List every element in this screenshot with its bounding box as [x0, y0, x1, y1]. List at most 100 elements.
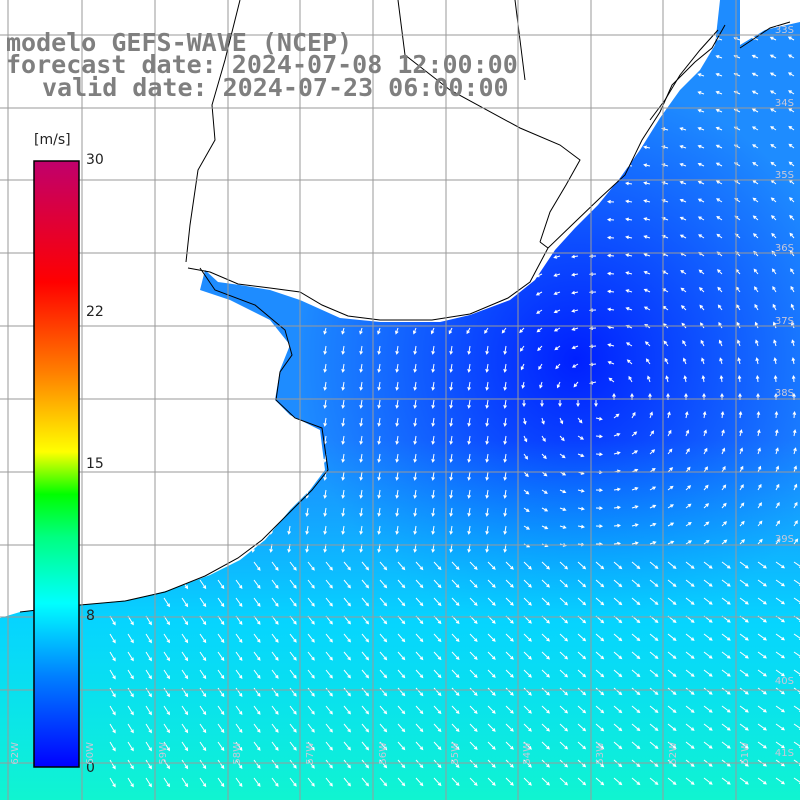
wind-arrow — [788, 143, 795, 149]
wind-arrow — [541, 723, 550, 732]
wind-arrow — [467, 453, 471, 463]
wind-arrow — [377, 489, 381, 499]
wind-arrow — [631, 561, 641, 570]
wind-arrow — [775, 705, 786, 713]
wind-arrow — [625, 342, 633, 347]
wind-arrow — [631, 411, 636, 419]
wind-arrow — [665, 375, 669, 383]
wind-arrow — [773, 357, 778, 365]
wind-arrow — [485, 471, 489, 481]
wind-arrow — [431, 417, 435, 427]
wind-arrow — [523, 597, 532, 606]
wind-arrow — [253, 579, 261, 589]
wind-arrow — [755, 375, 760, 383]
wind-arrow — [485, 417, 489, 427]
wind-arrow — [757, 777, 767, 785]
wind-arrow — [643, 306, 651, 311]
wind-arrow — [559, 597, 569, 606]
wind-arrow — [361, 723, 370, 733]
wind-arrow — [595, 597, 605, 606]
wind-arrow — [467, 363, 471, 373]
wind-arrow — [685, 561, 695, 569]
wind-arrow — [217, 687, 225, 698]
wind-arrow — [791, 339, 795, 347]
wind-arrow — [523, 471, 529, 478]
wind-arrow — [289, 741, 297, 751]
wind-arrow — [433, 597, 442, 607]
wind-arrow — [217, 777, 225, 788]
wind-arrow — [109, 705, 116, 716]
wind-arrow — [415, 777, 424, 787]
wind-arrow — [739, 687, 749, 695]
wind-arrow — [754, 303, 759, 311]
wind-arrow — [145, 741, 152, 752]
wind-arrow — [757, 651, 767, 659]
wind-arrow — [361, 597, 370, 607]
wind-arrow — [699, 304, 705, 311]
wind-arrow — [503, 435, 507, 445]
wind-arrow — [397, 651, 406, 661]
wind-arrow — [643, 253, 651, 257]
wind-arrow — [307, 561, 315, 571]
wind-arrow — [485, 399, 489, 409]
wind-arrow — [559, 525, 567, 529]
wind-arrow — [577, 506, 585, 511]
wind-arrow — [377, 399, 381, 409]
wind-arrow — [415, 705, 424, 715]
wind-arrow — [271, 687, 279, 697]
wind-arrow — [739, 520, 745, 527]
wind-arrow — [613, 579, 623, 588]
wind-arrow — [559, 633, 569, 642]
wind-arrow — [145, 669, 152, 680]
wind-arrow — [739, 741, 749, 749]
wind-arrow — [755, 357, 760, 365]
wind-arrow — [523, 777, 532, 786]
wind-arrow — [541, 597, 550, 606]
lon-label: 60W — [85, 742, 96, 765]
wind-arrow — [217, 597, 225, 608]
wind-arrow — [679, 180, 687, 185]
wind-arrow — [359, 381, 363, 391]
wind-arrow — [679, 145, 687, 149]
lon-label: 59W — [158, 742, 169, 765]
wind-arrow — [721, 723, 731, 731]
wind-arrow — [595, 777, 605, 786]
wind-arrow — [649, 522, 657, 527]
wind-arrow — [395, 399, 399, 409]
wind-arrow — [449, 345, 453, 355]
wind-arrow — [577, 723, 587, 732]
wind-arrow — [577, 524, 585, 529]
wind-arrow — [127, 723, 134, 734]
wind-arrow — [789, 232, 795, 239]
wind-arrow — [467, 507, 471, 517]
wind-arrow — [448, 327, 453, 335]
wind-arrow — [433, 579, 442, 589]
wind-arrow — [631, 741, 641, 750]
wind-arrow — [703, 777, 713, 785]
wind-arrow — [715, 55, 723, 59]
wind-arrow — [505, 741, 514, 750]
wind-arrow — [649, 777, 659, 786]
wind-arrow — [703, 651, 713, 659]
wind-arrow — [127, 759, 134, 770]
wind-arrow — [521, 381, 525, 389]
wind-arrow — [595, 687, 605, 696]
wind-arrow — [181, 705, 189, 716]
wind-arrow — [163, 633, 170, 644]
wind-arrow — [595, 741, 605, 750]
wind-arrow — [451, 669, 460, 679]
lon-label: 53W — [595, 742, 606, 765]
wind-arrow — [217, 705, 225, 716]
wind-arrow — [717, 304, 723, 311]
wind-arrow — [679, 216, 687, 221]
wind-arrow — [649, 486, 657, 491]
wind-arrow — [469, 561, 478, 570]
wind-arrow — [487, 759, 496, 768]
wind-arrow — [485, 507, 489, 517]
wind-arrow — [703, 633, 713, 641]
wind-arrow — [451, 687, 460, 697]
wind-arrow — [415, 759, 424, 769]
wind-arrow — [679, 198, 687, 203]
wind-arrow — [253, 633, 261, 643]
wind-arrow — [607, 360, 615, 365]
